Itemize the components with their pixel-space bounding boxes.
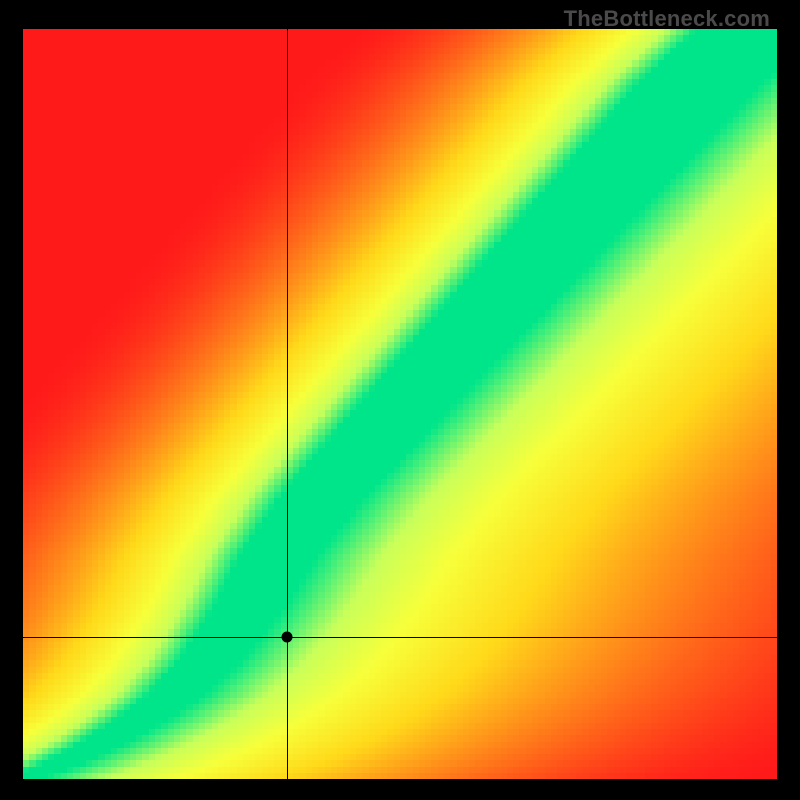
- crosshair-point: [281, 631, 292, 642]
- watermark-text: TheBottleneck.com: [564, 6, 770, 32]
- crosshair-vertical: [287, 29, 288, 779]
- bottleneck-heatmap: [23, 29, 777, 779]
- crosshair-horizontal: [23, 637, 777, 638]
- chart-container: { "watermark_text": "TheBottleneck.com",…: [0, 0, 800, 800]
